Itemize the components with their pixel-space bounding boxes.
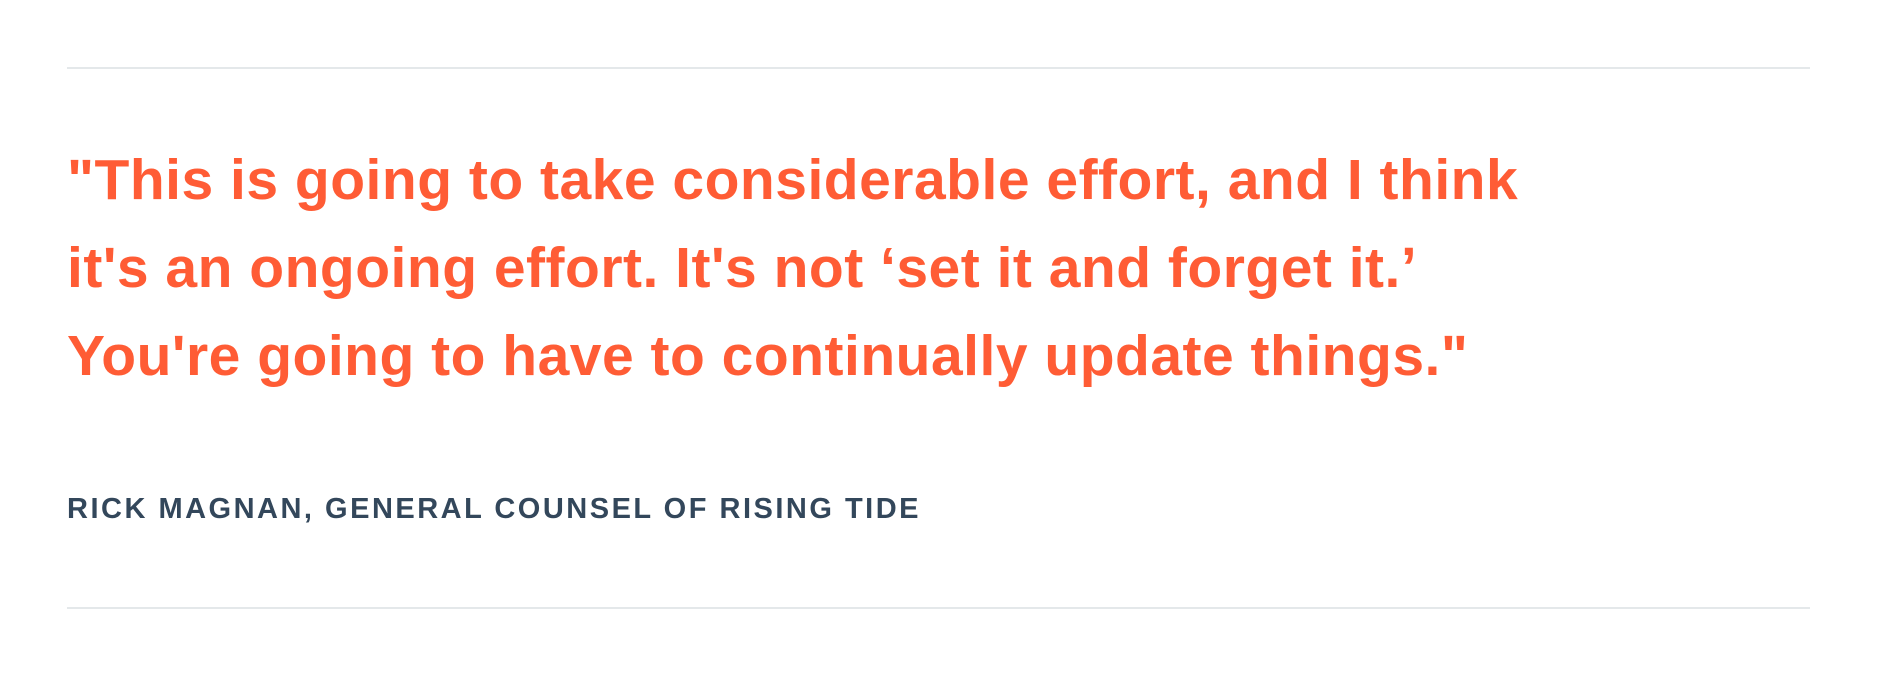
bottom-divider	[67, 607, 1810, 609]
pull-quote-section: "This is going to take considerable effo…	[0, 67, 1877, 609]
quote-line: it's an ongoing effort. It's not ‘set it…	[67, 236, 1418, 300]
pull-quote: "This is going to take considerable effo…	[67, 136, 1810, 400]
quote-attribution: RICK MAGNAN, GENERAL COUNSEL OF RISING T…	[67, 493, 922, 525]
quote-line: "This is going to take considerable effo…	[67, 148, 1519, 212]
quote-line: You're going to have to continually upda…	[67, 324, 1469, 388]
top-divider	[67, 67, 1810, 69]
